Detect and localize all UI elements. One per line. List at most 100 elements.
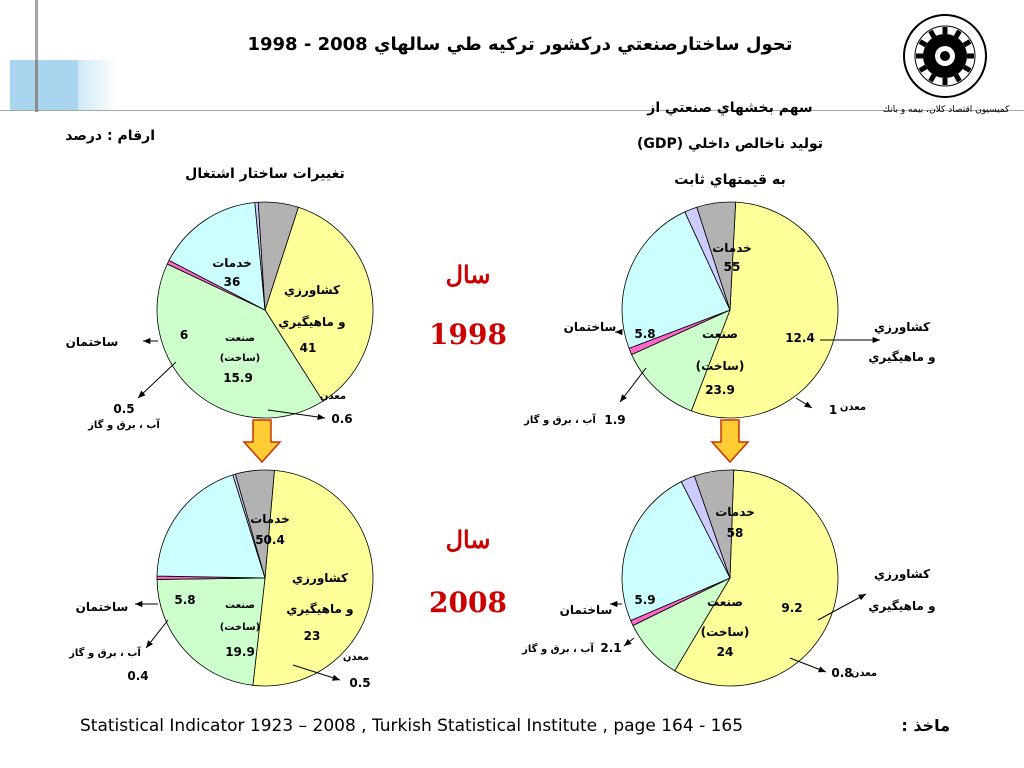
units-label: ارقام : درصد	[65, 128, 155, 144]
gdp-chart-title-line-2: توليد ناخالص داخلي (GDP)	[636, 136, 824, 152]
pie-1-industry-label: (ساخت)	[220, 622, 261, 633]
pie-0-leader-2-head	[317, 413, 325, 421]
down-arrow-1	[710, 419, 750, 464]
pie-2-outer-label: كشاورزي	[874, 320, 930, 335]
gdp-chart-title-line-3: به قيمتهاي ثابت	[674, 172, 786, 188]
pie-1-agriculture-label: كشاورزي	[292, 571, 348, 586]
pie-0-slice-construction	[257, 201, 299, 311]
pie-0-outer-label: 0.6	[331, 412, 352, 426]
pie-3-leader-1-head	[858, 594, 866, 601]
pie-0-services-label: 36	[224, 275, 241, 289]
pie-2-outer-label: آب ، برق و گاز	[523, 413, 596, 426]
pie-2-leader-3-head	[804, 401, 812, 408]
pie-2-construction-label: 5.8	[634, 327, 655, 341]
pie-0-outer-label: معدن	[320, 391, 346, 402]
pie-3-industry-label: (ساخت)	[701, 625, 750, 639]
pie-1-leader-0-head	[135, 600, 143, 608]
year-1998: 1998	[429, 318, 507, 351]
pie-1-slice-construction	[234, 469, 275, 579]
pie-1-agriculture-label: و ماهيگيري	[286, 602, 353, 617]
pie-1-industry-label: 19.9	[225, 645, 255, 659]
pie-2-industry-label: (ساخت)	[696, 359, 745, 373]
pie-2-outer-label: معدن	[840, 402, 866, 413]
employment-chart-title: تغييرات ساختار اشتغال	[185, 166, 345, 182]
pie-1-outer-label: ساختمان	[76, 600, 129, 614]
pie-1-leader-1-head	[146, 640, 154, 648]
pie-0-slice-services	[264, 206, 374, 402]
pie-2-agriculture-label: 12.4	[785, 331, 815, 345]
pie-3-services-label: خدمات	[715, 505, 755, 519]
source-label: ماخذ :	[901, 716, 950, 735]
pie-1-slice-industry	[156, 474, 266, 579]
pie-0-leader-1-head	[138, 390, 146, 398]
pie-2-outer-label: 1.9	[604, 413, 625, 427]
pie-0-industry-label: (ساخت)	[220, 353, 261, 364]
pie-3-slice-services	[674, 469, 839, 687]
pie-3-construction-label: 5.9	[634, 593, 655, 607]
decor-bar-vertical-2	[35, 60, 38, 112]
pie-1-outer-label: 0.5	[349, 676, 370, 690]
pie-1-agriculture-label: 23	[304, 629, 321, 643]
pie-1-slice-agriculture	[156, 577, 266, 686]
pie-1-outer-label: آب ، برق و گاز	[68, 646, 141, 659]
pie-0-industry-label: صنعت	[225, 333, 255, 344]
pie-1-slice-services	[252, 469, 374, 687]
pie-3-outer-label: ساختمان	[560, 603, 613, 617]
decor-block-fade	[78, 60, 118, 110]
pie-2-slice-industry	[621, 211, 731, 349]
pie-3-agriculture-label: 9.2	[781, 601, 802, 615]
pie-2-leader-2-head	[620, 394, 627, 402]
pie-3-leader-3-head	[818, 666, 826, 673]
pie-2-industry-label: 23.9	[705, 383, 735, 397]
year-2008: 2008	[429, 586, 507, 619]
year-word-2008: سال	[445, 525, 491, 554]
down-arrow-0	[242, 419, 282, 464]
organization-name: كميسيون اقتصاد كلان، بيمه و بانك	[882, 105, 1010, 115]
pie-3-slice-industry	[621, 481, 731, 622]
decor-bar-horizontal	[0, 110, 1024, 111]
pie-2-outer-label: ساختمان	[564, 320, 617, 334]
year-word-1998: سال	[445, 260, 491, 289]
pie-3-outer-label: 0.8	[831, 666, 852, 680]
pie-1-leader-2-head	[332, 674, 340, 681]
source-citation: Statistical Indicator 1923 – 2008 , Turk…	[80, 716, 744, 736]
pie-0-leader-2	[267, 409, 326, 419]
pie-2-slice-services	[690, 201, 839, 419]
pie-2-services-label: خدمات	[712, 241, 752, 255]
pie-3-outer-label: كشاورزي	[874, 567, 930, 582]
pie-0-agriculture-label: و ماهيگيري	[278, 315, 345, 330]
pie-3-services-label: 58	[727, 526, 744, 540]
pie-0-leader-0-head	[143, 337, 151, 345]
pie-0-agriculture-label: كشاورزي	[284, 283, 340, 298]
pie-3-outer-label: معدن	[851, 668, 877, 679]
pie-3-slice-construction	[693, 469, 735, 579]
pie-1-outer-label: معدن	[343, 652, 369, 663]
pie-2-industry-label: صنعت	[702, 327, 738, 341]
pie-3-outer-label: و ماهيگيري	[868, 599, 935, 614]
pie-3-industry-label: صنعت	[707, 595, 743, 609]
pie-1-industry-label: صنعت	[225, 600, 255, 611]
pie-2-leader-1-head	[872, 336, 880, 344]
pie-1-outer-label: 0.4	[127, 669, 148, 683]
pie-2-outer-label: 1	[829, 403, 837, 417]
pie-2-slice-construction	[696, 201, 737, 311]
chamber-logo-icon	[903, 14, 987, 98]
pie-3-outer-label: 2.1	[600, 641, 621, 655]
pie-2-leader-0-head	[615, 328, 623, 336]
decor-bar-vertical	[35, 0, 38, 112]
pie-0-outer-label: 0.5	[113, 402, 134, 416]
pie-3-leader-0-head	[610, 600, 618, 608]
pie-2-outer-label: و ماهيگيري	[868, 350, 935, 365]
pie-3-leader-1	[817, 593, 867, 621]
pie-0-agriculture-label: 41	[300, 341, 317, 355]
gdp-chart-title-line-1: سهم بخشهاي صنعتي از	[647, 100, 813, 116]
pie-2-slice-agriculture	[631, 309, 731, 412]
pie-0-leader-1	[137, 361, 177, 399]
pie-3-outer-label: آب ، برق و گاز	[521, 642, 594, 655]
pie-2-services-label: 55	[724, 260, 741, 274]
decor-block	[10, 60, 78, 110]
pie-3-industry-label: 24	[717, 645, 734, 659]
pie-0-outer-label: آب ، برق و گاز	[87, 418, 160, 431]
pie-1-services-label: 50.4	[255, 533, 285, 547]
